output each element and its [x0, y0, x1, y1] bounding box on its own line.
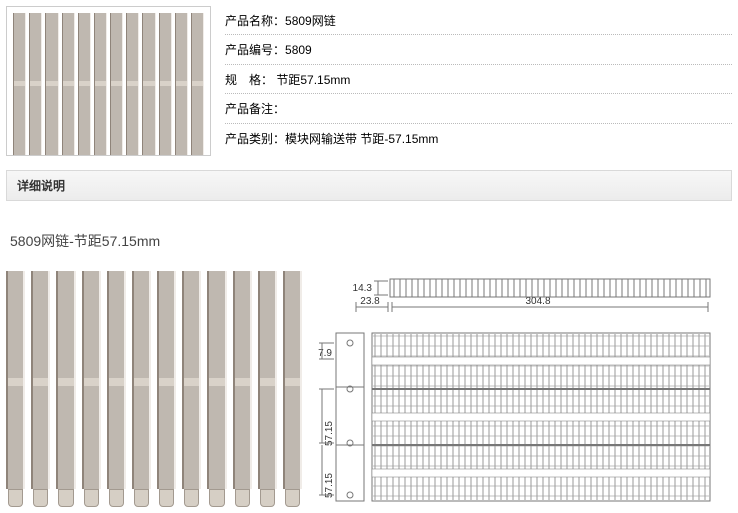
dim-pitch1: 57.15: [324, 421, 335, 446]
code-value: 5809: [285, 43, 312, 57]
info-row-code: 产品编号：5809: [225, 35, 732, 64]
code-label: 产品编号：: [225, 43, 285, 57]
remark-label: 产品备注：: [225, 102, 285, 116]
name-label: 产品名称：: [225, 14, 285, 28]
spec-value: 节距57.15mm: [273, 73, 350, 87]
info-row-category: 产品类别：模块网输送带 节距-57.15mm: [225, 124, 732, 152]
product-info: 产品名称：5809网链 产品编号：5809 规 格： 节距57.15mm 产品备…: [225, 6, 732, 156]
category-label: 产品类别：: [225, 132, 285, 146]
product-large-image: [6, 271, 302, 507]
category-value: 模块网输送带 节距-57.15mm: [285, 132, 438, 146]
product-thumbnail: [6, 6, 211, 156]
detail-title: 5809网链-节距57.15mm: [10, 231, 732, 251]
dim-topclear: 14.3: [353, 283, 373, 294]
dim-sideclear: 7.9: [318, 348, 332, 359]
info-row-name: 产品名称：5809网链: [225, 6, 732, 35]
detail-header: 详细说明: [6, 170, 732, 201]
info-row-remark: 产品备注：: [225, 94, 732, 123]
dim-pitch2: 57.15: [324, 473, 335, 498]
technical-drawing: 304.8 23.8 14.3: [312, 271, 732, 507]
spec-label: 规 格：: [225, 73, 273, 87]
dim-endgap: 23.8: [360, 296, 380, 307]
name-value: 5809网链: [285, 14, 336, 28]
info-row-spec: 规 格： 节距57.15mm: [225, 65, 732, 94]
dim-width: 304.8: [525, 296, 550, 307]
